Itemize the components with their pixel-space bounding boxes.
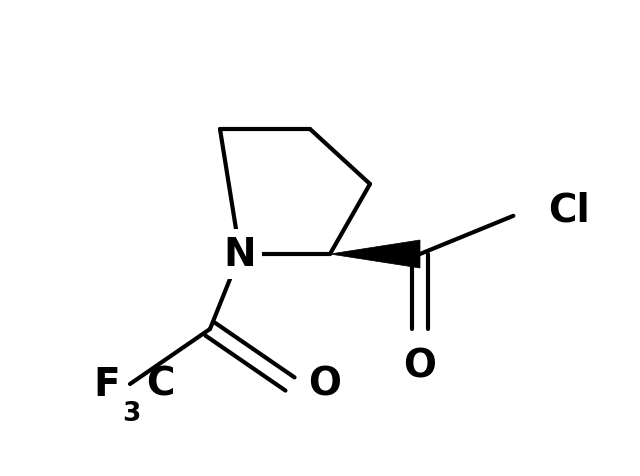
Text: F: F (93, 365, 120, 403)
Text: Cl: Cl (548, 190, 589, 228)
Text: N: N (224, 236, 256, 273)
Text: 3: 3 (122, 400, 140, 426)
Text: C: C (146, 365, 175, 403)
Text: O: O (308, 365, 341, 403)
Polygon shape (330, 240, 420, 268)
Text: O: O (403, 347, 436, 385)
